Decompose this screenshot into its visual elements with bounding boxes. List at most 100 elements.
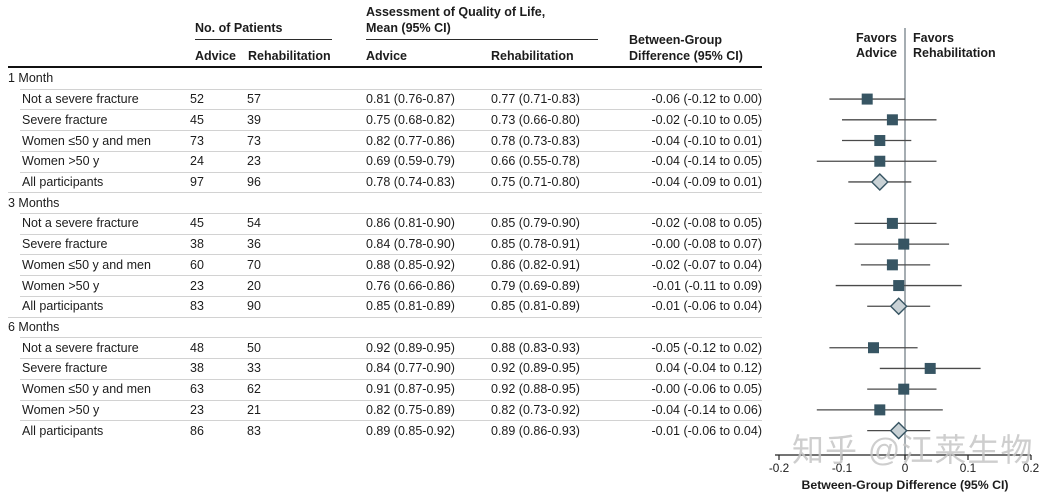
qol-rehabilitation-value: 0.85 (0.78-0.91) — [491, 237, 580, 252]
row-label: Women >50 y — [22, 154, 100, 169]
row-divider — [20, 233, 762, 235]
qol-rehabilitation-value: 0.66 (0.55-0.78) — [491, 154, 580, 169]
row-label: Severe fracture — [22, 237, 108, 252]
between-group-difference-value: -0.05 (-0.12 to 0.02) — [651, 340, 762, 355]
x-axis-tick-label: 0.1 — [960, 461, 976, 475]
table-row: Women >50 y 23 21 0.82 (0.75-0.89) 0.82 (0.7… — [0, 399, 762, 421]
n-rehabilitation-value: 33 — [247, 361, 261, 376]
pooled-estimate-diamond — [870, 172, 889, 191]
column-header-qol-line1: Assessment of Quality of Life, — [366, 5, 546, 19]
point-estimate-square — [898, 383, 910, 395]
point-estimate-square — [874, 155, 886, 167]
between-group-difference-value: -0.04 (-0.09 to 0.01) — [651, 174, 762, 189]
row-divider — [20, 213, 762, 215]
row-divider — [20, 378, 762, 380]
point-estimate-square — [868, 342, 879, 354]
n-advice-value: 23 — [190, 278, 204, 293]
between-group-difference-value: -0.04 (-0.10 to 0.01) — [651, 133, 762, 148]
qol-advice-value: 0.69 (0.59-0.79) — [366, 154, 455, 169]
n-advice-value: 48 — [190, 340, 204, 355]
point-estimate-square — [886, 217, 898, 229]
row-label: Severe fracture — [22, 112, 108, 127]
column-header-no-of-patients: No. of Patients — [195, 21, 283, 35]
qol-advice-value: 0.84 (0.78-0.90) — [366, 237, 455, 252]
qol-advice-value: 0.76 (0.66-0.86) — [366, 278, 455, 293]
n-advice-value: 24 — [190, 154, 204, 169]
n-advice-value: 52 — [190, 92, 204, 107]
n-advice-value: 73 — [190, 133, 204, 148]
point-estimate-square — [874, 404, 886, 416]
n-rehabilitation-value: 96 — [247, 174, 261, 189]
between-group-difference-value: -0.04 (-0.14 to 0.06) — [651, 402, 762, 417]
pooled-estimate-diamond — [889, 421, 908, 440]
n-rehabilitation-value: 39 — [247, 112, 261, 127]
n-rehabilitation-value: 70 — [247, 257, 261, 272]
n-advice-value: 38 — [190, 361, 204, 376]
qol-rehabilitation-value: 0.79 (0.69-0.89) — [491, 278, 580, 293]
n-rehabilitation-value: 50 — [247, 340, 261, 355]
table-row: Women ≤50 y and men 73 73 0.82 (0.77-0.86) 0… — [0, 130, 762, 151]
row-label: Women ≤50 y and men — [22, 133, 151, 148]
x-axis-tick-label: -0.1 — [832, 461, 852, 475]
n-rehabilitation-value: 36 — [247, 237, 261, 252]
n-rehabilitation-value: 20 — [247, 278, 261, 293]
row-divider — [20, 109, 762, 111]
row-divider — [8, 316, 762, 318]
favors-rehabilitation-line2: Rehabilitation — [913, 46, 996, 60]
x-axis-tick-label: -0.2 — [769, 461, 789, 475]
favors-rehabilitation-label: Favors Rehabilitation — [913, 31, 996, 61]
n-advice-value: 45 — [190, 112, 204, 127]
row-label: All participants — [22, 299, 104, 314]
between-group-difference-value: -0.01 (-0.11 to 0.09) — [652, 278, 762, 293]
point-estimate-square — [861, 93, 873, 105]
row-divider — [20, 358, 762, 360]
table-row: Women >50 y 24 23 0.69 (0.59-0.79) 0.66 (0.5… — [0, 150, 762, 172]
table-row: Women ≤50 y and men 63 62 0.91 (0.87-0.95) 0… — [0, 378, 762, 400]
row-label: All participants — [22, 174, 104, 189]
table-row: Severe fracture 38 36 0.84 (0.78-0.90) 0.85 … — [0, 233, 762, 255]
section-header-row: 6 Months — [0, 316, 762, 338]
between-group-difference-value: -0.01 (-0.06 to 0.04) — [651, 423, 762, 438]
n-rehabilitation-value: 90 — [247, 299, 261, 314]
row-label: Severe fracture — [22, 361, 108, 376]
section-label: 6 Months — [8, 319, 60, 334]
qol-advice-value: 0.89 (0.85-0.92) — [366, 423, 455, 438]
row-label: Women >50 y — [22, 402, 100, 417]
row-label: All participants — [22, 423, 104, 438]
row-label: Women ≤50 y and men — [22, 257, 151, 272]
row-divider — [20, 130, 762, 132]
qol-advice-value: 0.84 (0.77-0.90) — [366, 361, 455, 376]
qol-rehabilitation-value: 0.89 (0.86-0.93) — [491, 423, 580, 438]
favors-advice-line2: Advice — [856, 46, 897, 60]
row-divider — [20, 88, 762, 90]
n-advice-value: 97 — [190, 174, 204, 189]
table-row: All participants 86 83 0.89 (0.85-0.92) 0.89… — [0, 420, 762, 441]
between-group-difference-value: -0.01 (-0.06 to 0.04) — [651, 299, 762, 314]
table-row: Women ≤50 y and men 60 70 0.88 (0.85-0.92) 0… — [0, 254, 762, 275]
x-axis-title: Between-Group Difference (95% CI) — [801, 478, 1009, 492]
favors-advice-label: Favors Advice — [795, 31, 897, 61]
qol-rehabilitation-value: 0.82 (0.73-0.92) — [491, 402, 580, 417]
between-group-difference-value: -0.02 (-0.07 to 0.04) — [651, 257, 762, 272]
row-divider — [20, 399, 762, 401]
qol-rehabilitation-value: 0.75 (0.71-0.80) — [491, 174, 580, 189]
qol-advice-value: 0.82 (0.75-0.89) — [366, 402, 455, 417]
qol-rehabilitation-value: 0.85 (0.81-0.89) — [491, 299, 580, 314]
column-header-qol-line2: Mean (95% CI) — [366, 21, 451, 35]
x-axis-tick-label: 0.2 — [1023, 461, 1039, 475]
row-divider — [20, 275, 762, 277]
n-advice-value: 23 — [190, 402, 204, 417]
table-row: Severe fracture 45 39 0.75 (0.68-0.82) 0.73 … — [0, 109, 762, 130]
favors-rehabilitation-line1: Favors — [913, 31, 954, 45]
row-label: Not a severe fracture — [22, 340, 139, 355]
n-advice-value: 38 — [190, 237, 204, 252]
n-rehabilitation-value: 57 — [247, 92, 261, 107]
row-divider — [20, 150, 762, 152]
table-row: Severe fracture 38 33 0.84 (0.77-0.90) 0.92 … — [0, 358, 762, 379]
between-group-difference-value: 0.04 (-0.04 to 0.12) — [655, 361, 762, 376]
row-divider — [20, 295, 762, 297]
subheader-n-rehabilitation: Rehabilitation — [248, 49, 331, 63]
n-rehabilitation-value: 73 — [247, 133, 261, 148]
qol-rehabilitation-value: 0.77 (0.71-0.83) — [491, 92, 580, 107]
